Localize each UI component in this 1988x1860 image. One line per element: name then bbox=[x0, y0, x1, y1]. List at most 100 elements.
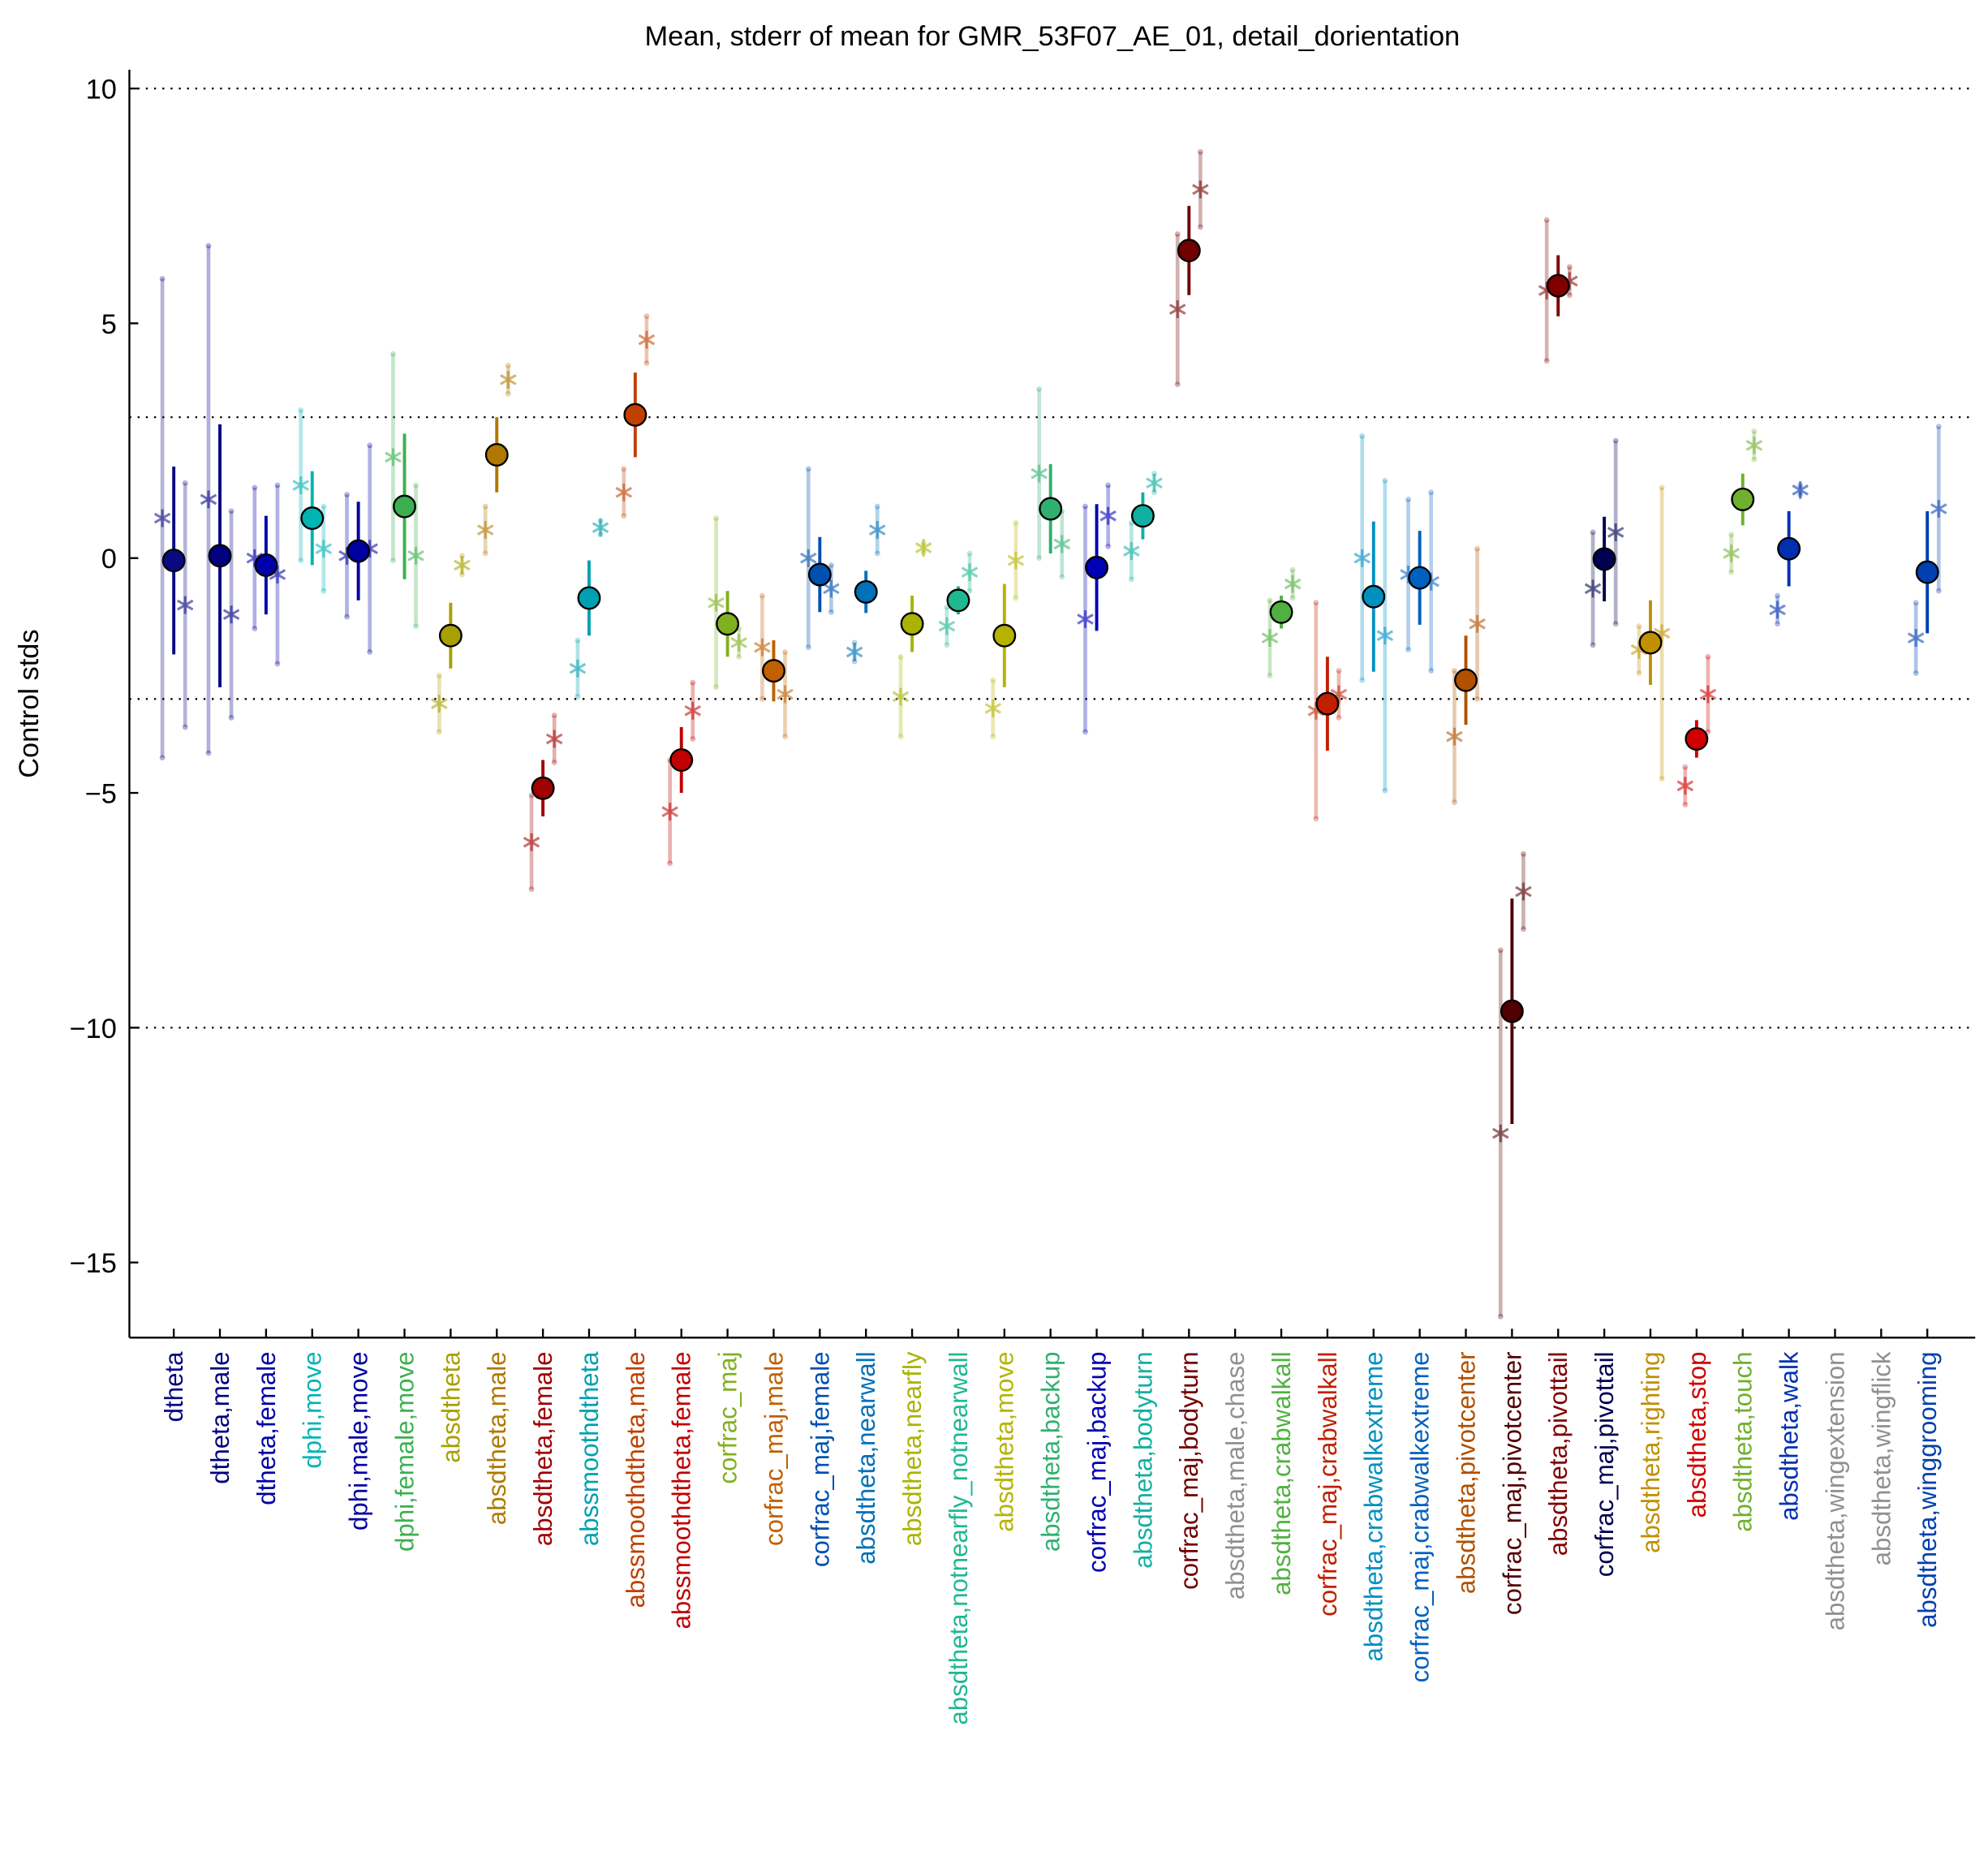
male-error-bar-end bbox=[1036, 555, 1043, 562]
mean-marker bbox=[1454, 668, 1478, 692]
star-arm bbox=[1584, 583, 1602, 595]
female-error-bar-end bbox=[736, 653, 742, 660]
mean-marker bbox=[900, 612, 924, 636]
female-error-bar-end bbox=[458, 553, 465, 559]
female-error-bar-end bbox=[1659, 776, 1665, 782]
star-marker bbox=[1607, 523, 1624, 541]
mean-marker bbox=[1177, 239, 1201, 263]
y-tick-label: 10 bbox=[86, 75, 117, 105]
male-error-bar-end bbox=[344, 614, 351, 620]
star-marker bbox=[1492, 1124, 1509, 1143]
female-error-bar-end bbox=[782, 649, 788, 655]
male-error-bar-end bbox=[944, 642, 950, 648]
star-arm bbox=[269, 569, 286, 580]
male-error-bar-end bbox=[851, 658, 858, 665]
male-error-bar-end bbox=[252, 626, 258, 631]
star-arm bbox=[153, 512, 171, 524]
star-arm bbox=[1930, 503, 1947, 515]
star-arm bbox=[1699, 688, 1717, 700]
female-error-bar-end bbox=[458, 571, 465, 578]
mean-marker bbox=[531, 776, 555, 800]
male-error-bar-end bbox=[1036, 385, 1043, 392]
mean-marker bbox=[1408, 566, 1432, 590]
x-tick-label: abssmoothdtheta bbox=[575, 1351, 604, 1546]
male-error-bar-end bbox=[1174, 381, 1181, 388]
female-error-bar-end bbox=[274, 661, 281, 667]
star-arm bbox=[1446, 730, 1463, 743]
mean-marker bbox=[161, 549, 186, 573]
x-tick-label: absdtheta bbox=[437, 1351, 465, 1463]
star-marker bbox=[1146, 474, 1163, 493]
female-error-bar-end bbox=[413, 623, 419, 630]
star-arm bbox=[1031, 467, 1048, 480]
x-tick-label: corfrac_maj bbox=[714, 1351, 742, 1483]
star-arm bbox=[777, 688, 794, 700]
star-marker bbox=[1769, 601, 1786, 619]
star-arm bbox=[1745, 440, 1763, 451]
female-error-bar-end bbox=[182, 724, 188, 730]
star-arm bbox=[615, 486, 633, 498]
x-tick-label: abssmoothdtheta,female bbox=[668, 1351, 696, 1629]
female-error-bar-end bbox=[1151, 489, 1157, 496]
star-marker bbox=[1907, 629, 1925, 648]
male-error-bar-end bbox=[574, 693, 581, 700]
male-error-bar-end bbox=[990, 734, 996, 740]
star-arm bbox=[500, 374, 517, 385]
y-tick-label: −10 bbox=[70, 1014, 117, 1044]
mean-marker bbox=[300, 506, 325, 530]
male-error-bar-end bbox=[1267, 597, 1273, 604]
female-error-bar-end bbox=[413, 482, 419, 489]
male-error-bar-end bbox=[574, 637, 581, 644]
male-error-bar-end bbox=[205, 243, 212, 249]
mean-marker bbox=[1592, 547, 1616, 571]
star-marker bbox=[222, 605, 240, 624]
mean-marker bbox=[346, 539, 371, 563]
male-error-bar-end bbox=[1452, 799, 1457, 806]
star-marker bbox=[315, 540, 333, 558]
female-error-bar-end bbox=[874, 550, 880, 557]
female-error-bar-end bbox=[828, 609, 834, 615]
female-error-bar-end bbox=[1289, 566, 1296, 573]
star-marker bbox=[1123, 542, 1140, 560]
x-tick-label: absdtheta,move bbox=[991, 1351, 1019, 1531]
female-error-bar-end bbox=[1566, 264, 1573, 270]
star-marker bbox=[592, 519, 609, 537]
x-tick-label: dtheta,female bbox=[252, 1351, 281, 1505]
mean-marker bbox=[1500, 999, 1524, 1023]
star-arm bbox=[684, 704, 702, 717]
male-error-bar-end bbox=[1359, 677, 1366, 683]
male-error-bar-end bbox=[1497, 1313, 1504, 1320]
star-marker bbox=[1584, 579, 1602, 598]
star-marker bbox=[1745, 436, 1763, 454]
star-marker bbox=[1077, 610, 1094, 628]
x-tick-label: absdtheta,backup bbox=[1037, 1351, 1065, 1552]
star-marker bbox=[1168, 300, 1186, 318]
star-marker bbox=[1469, 614, 1486, 633]
male-error-bar-end bbox=[621, 466, 627, 472]
female-error-bar-end bbox=[1013, 595, 1019, 601]
star-marker bbox=[1676, 777, 1694, 795]
y-tick-label: 0 bbox=[101, 544, 117, 575]
star-marker bbox=[846, 643, 863, 661]
x-tick-label: corfrac_maj,bodyturn bbox=[1175, 1351, 1203, 1589]
star-marker bbox=[292, 476, 309, 494]
star-marker bbox=[1723, 545, 1740, 562]
female-error-bar-end bbox=[367, 442, 373, 449]
star-marker bbox=[800, 549, 817, 567]
x-tick-label: absdtheta,winggrooming bbox=[1913, 1351, 1942, 1627]
x-tick-label: absdtheta,stop bbox=[1683, 1351, 1711, 1518]
chart-title: Mean, stderr of mean for GMR_53F07_AE_01… bbox=[645, 21, 1461, 52]
male-error-bar-end bbox=[897, 734, 904, 740]
star-arm bbox=[592, 522, 609, 533]
x-tick-label: abssmoothdtheta,male bbox=[622, 1351, 650, 1608]
star-arm bbox=[1284, 578, 1302, 590]
x-tick-label: absdtheta,touch bbox=[1729, 1351, 1758, 1531]
star-arm bbox=[638, 334, 656, 346]
female-error-bar-end bbox=[367, 649, 373, 655]
mean-marker bbox=[1039, 497, 1063, 521]
mean-marker bbox=[577, 586, 601, 610]
male-error-bar-end bbox=[1636, 623, 1642, 630]
star-marker bbox=[708, 593, 725, 612]
star-marker bbox=[1930, 500, 1947, 518]
x-tick-label: dphi,female,move bbox=[390, 1351, 419, 1552]
